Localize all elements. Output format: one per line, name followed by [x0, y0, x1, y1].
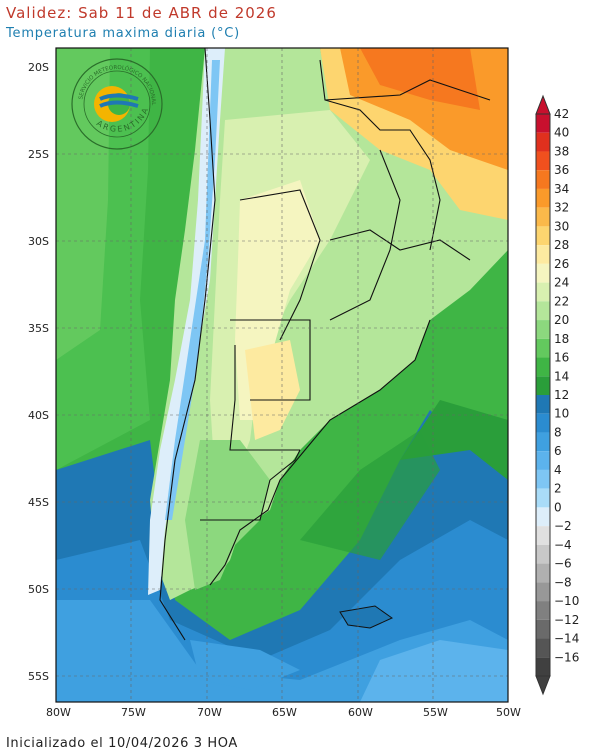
- legend-label: 38: [554, 144, 569, 158]
- lat-label: 30S: [28, 235, 49, 248]
- legend-swatch: [536, 469, 550, 489]
- legend-label: 18: [554, 332, 569, 346]
- legend-label: 24: [554, 276, 569, 290]
- legend-swatch: [536, 282, 550, 302]
- legend-label: 20: [554, 313, 569, 327]
- legend-swatch: [536, 207, 550, 227]
- legend-label: 6: [554, 444, 562, 458]
- legend-label: −2: [554, 519, 572, 533]
- legend-label: 4: [554, 463, 562, 477]
- legend-label: −14: [554, 632, 579, 646]
- lat-label: 40S: [28, 409, 49, 422]
- legend-label: 28: [554, 238, 569, 252]
- legend-swatch: [536, 170, 550, 189]
- longitude-labels: 80W 75W 70W 65W 60W 55W 50W: [46, 706, 521, 719]
- legend-swatch: [536, 263, 550, 283]
- legend-swatch: [536, 226, 550, 246]
- boundaries: [159, 48, 491, 641]
- legend-frame: [535, 113, 551, 677]
- lon-label: 60W: [348, 706, 373, 719]
- legend-swatch: [536, 638, 550, 658]
- init-time: Inicializado el 10/04/2026 3 HOA: [6, 736, 238, 751]
- legend-label: 34: [554, 182, 569, 196]
- legend-label: 10: [554, 407, 569, 421]
- legend-swatch: [536, 188, 550, 208]
- legend-arrow-down: [535, 675, 551, 696]
- map-title: Validez: Sab 11 de ABR de 2026: [6, 4, 277, 22]
- legend-swatch: [536, 320, 550, 339]
- legend-swatch: [536, 619, 550, 639]
- legend-swatch: [536, 451, 550, 470]
- lon-label: 80W: [46, 706, 71, 719]
- legend-swatch: [536, 601, 550, 620]
- lon-label: 65W: [272, 706, 297, 719]
- legend-label: −12: [554, 613, 579, 627]
- lon-label: 55W: [423, 706, 448, 719]
- legend-label: 30: [554, 219, 569, 233]
- legend-swatch: [536, 132, 550, 152]
- lon-label: 75W: [121, 706, 146, 719]
- legend-swatch: [536, 413, 550, 433]
- legend-label: 16: [554, 351, 569, 365]
- legend-label: 14: [554, 369, 569, 383]
- legend-swatch: [536, 544, 550, 564]
- lat-label: 25S: [28, 148, 49, 161]
- legend-swatch: [536, 338, 550, 358]
- legend-label: 36: [554, 163, 569, 177]
- legend-label: −6: [554, 557, 572, 571]
- legend-swatch: [536, 151, 550, 171]
- legend-swatch: [536, 526, 550, 545]
- legend-label: −4: [554, 538, 572, 552]
- latitude-labels: 20S 25S 30S 35S 40S 45S 50S 55S: [28, 61, 49, 683]
- legend-swatch: [536, 301, 550, 321]
- lat-label: 50S: [28, 583, 49, 596]
- color-legend: 424038363432302826242220181614121086420−…: [535, 94, 579, 696]
- legend-label: 40: [554, 126, 569, 140]
- legend-label: 12: [554, 388, 569, 402]
- legend-swatch: [536, 507, 550, 527]
- legend-label: 22: [554, 294, 569, 308]
- lon-label: 70W: [197, 706, 222, 719]
- lat-label: 45S: [28, 496, 49, 509]
- legend-swatch: [536, 357, 550, 377]
- legend-swatch: [536, 582, 550, 602]
- legend-swatch: [536, 245, 550, 264]
- lat-label: 35S: [28, 322, 49, 335]
- map-subtitle: Temperatura maxima diaria (°C): [6, 26, 241, 41]
- legend-label: 32: [554, 201, 569, 215]
- legend-label: −10: [554, 594, 579, 608]
- legend-swatch: [536, 657, 550, 676]
- lat-label: 20S: [28, 61, 49, 74]
- legend-swatch: [536, 563, 550, 583]
- legend-swatch: [536, 488, 550, 508]
- legend-arrow-up: [535, 94, 551, 115]
- legend-label: 26: [554, 257, 569, 271]
- legend-label: 42: [554, 107, 569, 121]
- legend-label: 2: [554, 482, 562, 496]
- legend-swatch: [536, 114, 550, 133]
- legend-label: −16: [554, 650, 579, 664]
- map-area: [56, 48, 508, 702]
- lon-label: 50W: [496, 706, 521, 719]
- legend-swatch: [536, 395, 550, 414]
- lat-label: 55S: [28, 670, 49, 683]
- legend-label: 0: [554, 500, 562, 514]
- legend-label: −8: [554, 575, 572, 589]
- legend-label: 8: [554, 425, 562, 439]
- legend-swatch: [536, 376, 550, 395]
- graticule: [56, 48, 508, 702]
- legend-swatch: [536, 432, 550, 452]
